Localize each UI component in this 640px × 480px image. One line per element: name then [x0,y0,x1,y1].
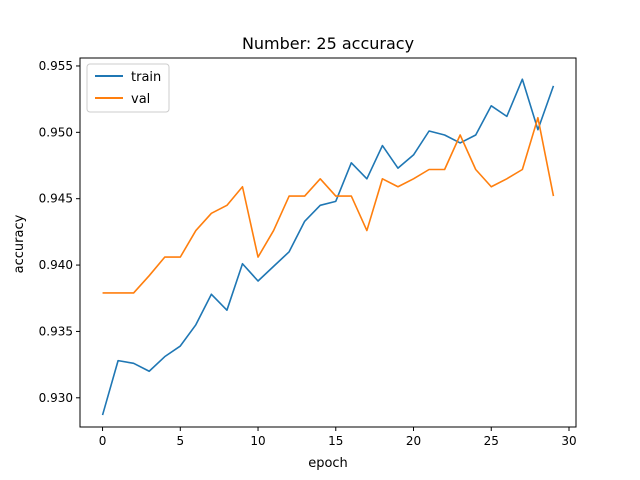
x-tick-label: 15 [328,434,343,448]
x-tick-label: 20 [406,434,421,448]
x-tick-label: 5 [176,434,184,448]
axes-frame [79,57,577,428]
y-tick-label: 0.930 [39,391,73,405]
plot-area: 0 5 10 15 20 25 30 0.930 0.935 0.940 0.945 0.950 0.9… [39,57,577,448]
chart-title: Number: 25 accuracy [242,34,414,53]
y-tick-label: 0.940 [39,258,73,272]
series-line-train [101,78,555,416]
x-tick-label: 0 [99,434,107,448]
y-tick-label: 0.955 [39,59,73,73]
legend-label-train: train [131,70,161,85]
legend: train val [86,63,170,113]
x-tick-label: 10 [250,434,265,448]
legend-label-val: val [131,92,150,107]
y-axis-label: accuracy [12,214,27,273]
x-tick-label: 25 [484,434,499,448]
x-axis-label: epoch [308,456,348,471]
x-tick-label: 30 [561,434,576,448]
series-line-val [102,116,555,294]
y-tick-label: 0.950 [39,125,73,139]
y-tick-label: 0.945 [39,192,73,206]
y-tick-label: 0.935 [39,324,73,338]
